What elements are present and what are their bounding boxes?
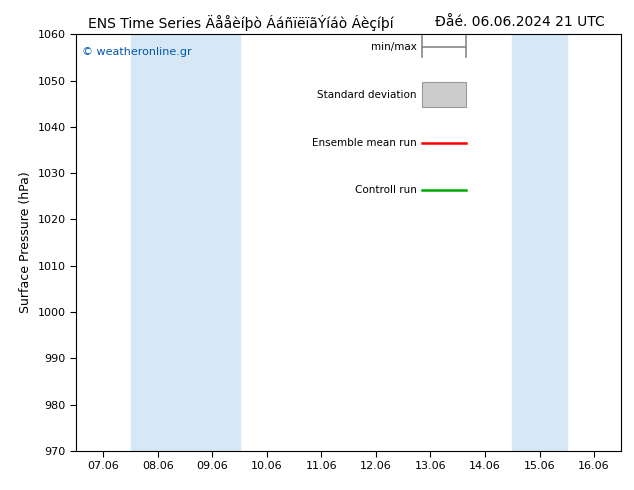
Bar <box>131 34 185 451</box>
Text: Ðåé. 06.06.2024 21 UTC: Ðåé. 06.06.2024 21 UTC <box>435 15 605 29</box>
Text: ENS Time Series Äååèíþò ÁáñïëïãÝíáò Áèçíþí: ENS Time Series Äååèíþò ÁáñïëïãÝíáò Áèçí… <box>88 15 394 31</box>
Y-axis label: Surface Pressure (hPa): Surface Pressure (hPa) <box>19 172 32 314</box>
Text: © weatheronline.gr: © weatheronline.gr <box>82 47 191 57</box>
Bar <box>185 34 240 451</box>
Text: Controll run: Controll run <box>355 186 417 196</box>
Text: Ensemble mean run: Ensemble mean run <box>312 138 417 147</box>
Bar <box>512 34 567 451</box>
Text: min/max: min/max <box>371 42 417 52</box>
Text: Standard deviation: Standard deviation <box>318 90 417 99</box>
Bar <box>422 82 466 107</box>
